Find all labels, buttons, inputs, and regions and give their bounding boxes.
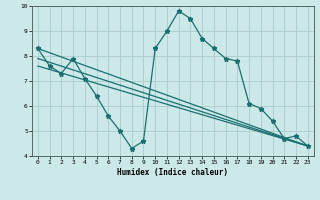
X-axis label: Humidex (Indice chaleur): Humidex (Indice chaleur)	[117, 168, 228, 177]
